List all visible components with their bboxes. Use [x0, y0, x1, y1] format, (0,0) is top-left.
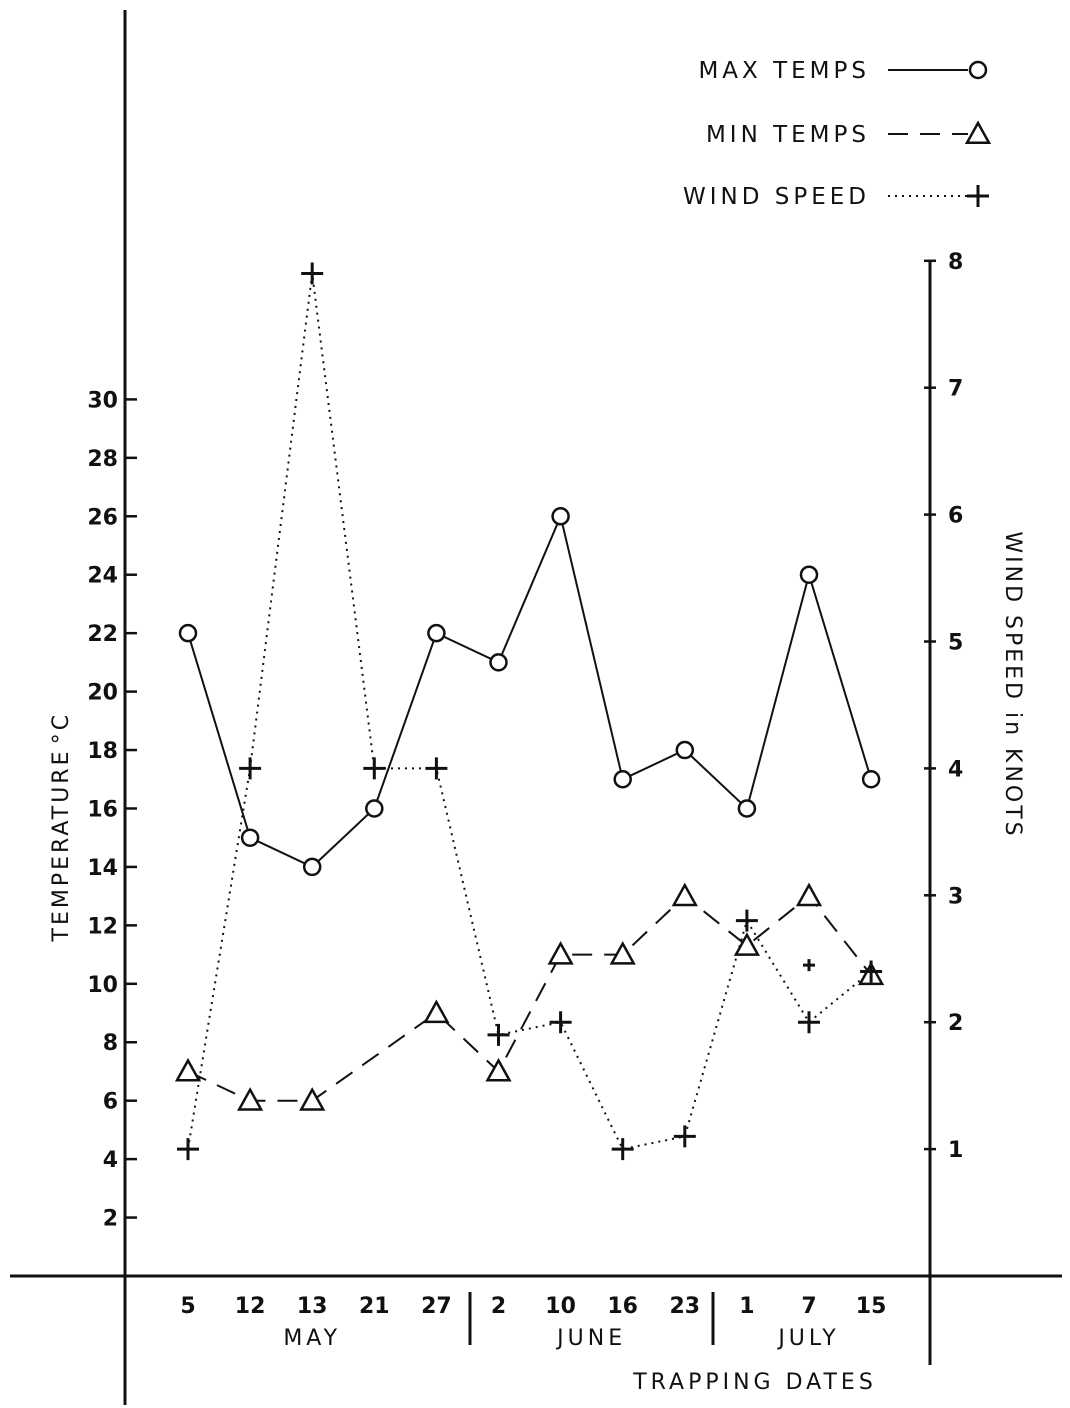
- series-point-1: [236, 1087, 264, 1111]
- series-line-0: [187, 513, 873, 869]
- right-tick-label: 6: [948, 504, 963, 529]
- series-point-0: [427, 623, 446, 643]
- x-tick-label: 21: [359, 1294, 390, 1319]
- left-tick-label: 16: [87, 797, 118, 822]
- series-lines: [187, 273, 873, 1151]
- x-tick-label: 27: [421, 1294, 452, 1319]
- right-axis-title: WIND SPEED in KNOTS: [1000, 531, 1025, 838]
- right-tick-label: 4: [948, 757, 963, 782]
- legend-label: MAX TEMPS: [698, 58, 870, 84]
- series-point-1: [485, 1057, 512, 1082]
- series-point-2: [798, 1011, 820, 1034]
- series-point-0: [365, 799, 384, 818]
- x-tick-label: 13: [297, 1294, 328, 1319]
- left-tick-label: 10: [87, 973, 118, 998]
- series-point-2: [177, 1138, 199, 1161]
- annotation-plus-marker: [803, 959, 815, 972]
- left-tick-label: 26: [87, 505, 118, 530]
- series-point-0: [613, 770, 632, 789]
- legend-label: WIND SPEED: [683, 184, 870, 210]
- series-point-1: [671, 882, 698, 907]
- x-tick-label: 12: [235, 1294, 266, 1319]
- right-tick-label: 8: [948, 250, 963, 275]
- left-tick-label: 2: [103, 1207, 118, 1232]
- legend-marker: [964, 120, 992, 145]
- series-markers: [174, 262, 885, 1161]
- series-point-0: [861, 770, 881, 789]
- right-tick-label: 2: [948, 1011, 963, 1036]
- series-point-2: [239, 757, 262, 780]
- series-point-1: [547, 941, 574, 965]
- left-axis-unit: °C: [49, 712, 74, 744]
- legend-label: MIN TEMPS: [706, 122, 870, 148]
- x-tick-label: 1: [739, 1294, 754, 1319]
- left-tick-label: 6: [103, 1090, 118, 1115]
- x-tick-label: 23: [669, 1294, 700, 1319]
- left-tick-label: 8: [103, 1031, 118, 1056]
- axes: [10, 10, 1062, 1405]
- series-point-1: [733, 932, 761, 956]
- series-point-0: [240, 828, 260, 847]
- left-tick-label: 12: [87, 914, 118, 939]
- legend-marker: [968, 60, 988, 80]
- series-point-0: [551, 507, 570, 526]
- series-point-0: [178, 623, 198, 643]
- series-line-2: [187, 273, 872, 1151]
- series-point-0: [302, 857, 322, 877]
- left-tick-label: 20: [87, 681, 118, 706]
- series-point-2: [611, 1138, 634, 1161]
- right-axis-ticks: 1 2 3 4 5 6 7 8: [924, 250, 963, 1163]
- left-axis-title: TEMPERATURE: [49, 749, 74, 943]
- series-point-0: [737, 799, 757, 818]
- series-point-2: [860, 960, 883, 983]
- series-point-1: [609, 941, 636, 965]
- series-point-1: [299, 1087, 326, 1111]
- left-tick-label: 22: [87, 622, 118, 647]
- left-tick-label: 28: [87, 447, 118, 472]
- series-point-0: [489, 653, 508, 672]
- left-tick-label: 24: [87, 564, 118, 589]
- x-tick-label: 10: [545, 1294, 576, 1319]
- month-labels: MAY JUNE JULY: [283, 1326, 839, 1351]
- right-tick-label: 3: [948, 884, 963, 909]
- left-tick-label: 30: [87, 388, 118, 413]
- series-point-2: [549, 1011, 572, 1034]
- right-tick-label: 5: [948, 631, 963, 656]
- series-point-2: [363, 757, 386, 780]
- series-point-1: [423, 999, 450, 1024]
- x-tick-label: 5: [180, 1294, 195, 1319]
- month-label: MAY: [283, 1326, 341, 1351]
- series-point-0: [675, 740, 695, 760]
- series-point-1: [795, 882, 823, 907]
- series-line-1: [187, 894, 872, 1102]
- series-point-2: [673, 1125, 696, 1148]
- left-tick-label: 14: [87, 856, 118, 881]
- right-tick-label: 1: [948, 1138, 963, 1163]
- x-tick-label: 2: [491, 1294, 506, 1319]
- month-label: JULY: [776, 1326, 839, 1351]
- left-tick-label: 4: [103, 1148, 118, 1173]
- x-tick-label: 15: [856, 1294, 887, 1319]
- left-tick-label: 18: [87, 739, 118, 764]
- month-label: JUNE: [555, 1326, 626, 1351]
- legend-marker: [967, 185, 989, 207]
- right-tick-label: 7: [948, 377, 963, 402]
- series-point-0: [799, 565, 819, 584]
- series-point-2: [301, 262, 324, 285]
- legend: MAX TEMPS MIN TEMPS WIND SPEED: [683, 58, 992, 210]
- series-point-2: [487, 1023, 510, 1046]
- x-axis-title: TRAPPING DATES: [632, 1370, 877, 1395]
- series-point-2: [425, 757, 448, 780]
- x-axis-tick-labels: 5 12 13 21 27 2 10 16 23 1 7 15: [180, 1294, 886, 1319]
- x-tick-label: 7: [801, 1294, 816, 1319]
- series-point-1: [174, 1057, 202, 1082]
- series-point-2: [735, 909, 758, 932]
- x-tick-label: 16: [607, 1294, 638, 1319]
